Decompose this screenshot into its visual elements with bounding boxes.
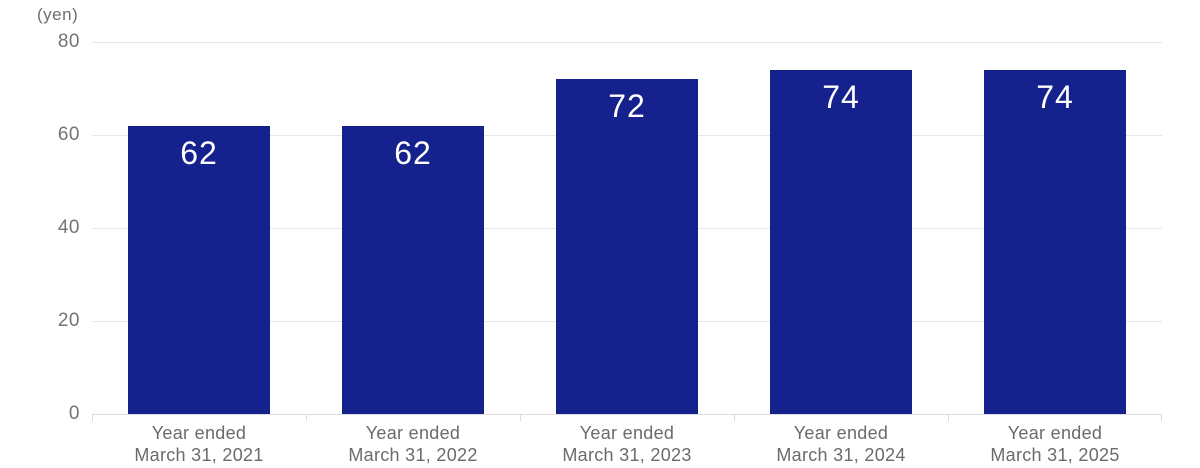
- x-axis-tick: [947, 415, 949, 421]
- x-category-label: Year ended March 31, 2023: [520, 422, 734, 466]
- bar-value-label: 62: [394, 134, 432, 171]
- x-category-label-line2: March 31, 2023: [562, 445, 692, 465]
- y-tick-label: 80: [57, 31, 80, 52]
- x-axis-tick: [1161, 415, 1162, 421]
- y-tick-label: 20: [57, 310, 80, 331]
- x-axis-tick: [305, 415, 307, 421]
- y-axis-unit-label: (yen): [37, 5, 79, 24]
- x-axis-labels: Year ended March 31, 2021 Year ended March …: [92, 422, 1162, 466]
- x-category-label-line1: Year ended: [151, 423, 247, 443]
- x-category-label-line2: March 31, 2025: [990, 445, 1120, 465]
- bar: 74: [769, 69, 913, 414]
- x-category-label-line2: March 31, 2024: [776, 445, 906, 465]
- x-category-label-line1: Year ended: [579, 423, 675, 443]
- bar-value-label: 74: [822, 78, 860, 115]
- y-tick-label: 40: [57, 217, 80, 238]
- plot-area: 0 20 40 60 80 62 62 72 74 74: [58, 31, 1162, 424]
- x-axis-tick: [92, 415, 93, 421]
- x-axis-tick: [519, 415, 521, 421]
- bar: 72: [555, 79, 699, 414]
- x-axis-line: [92, 414, 1162, 415]
- x-category-label-line2: March 31, 2022: [348, 445, 478, 465]
- bar: 62: [341, 125, 485, 414]
- x-category-label-line1: Year ended: [793, 423, 889, 443]
- bar: 62: [127, 125, 271, 414]
- gridline: [92, 42, 1162, 43]
- bar: 74: [983, 69, 1127, 414]
- y-tick-label: 60: [57, 124, 80, 145]
- x-category-label: Year ended March 31, 2025: [948, 422, 1162, 466]
- x-category-label: Year ended March 31, 2022: [306, 422, 520, 466]
- x-category-label-line1: Year ended: [1007, 423, 1103, 443]
- bar-value-label: 72: [608, 88, 646, 125]
- x-category-label-line2: March 31, 2021: [134, 445, 264, 465]
- bar-value-label: 74: [1036, 78, 1074, 115]
- x-category-label: Year ended March 31, 2024: [734, 422, 948, 466]
- x-axis-tick: [733, 415, 735, 421]
- x-category-label-line1: Year ended: [365, 423, 461, 443]
- x-category-label: Year ended March 31, 2021: [92, 422, 306, 466]
- bar-value-label: 62: [180, 134, 218, 171]
- y-tick-label: 0: [68, 403, 80, 424]
